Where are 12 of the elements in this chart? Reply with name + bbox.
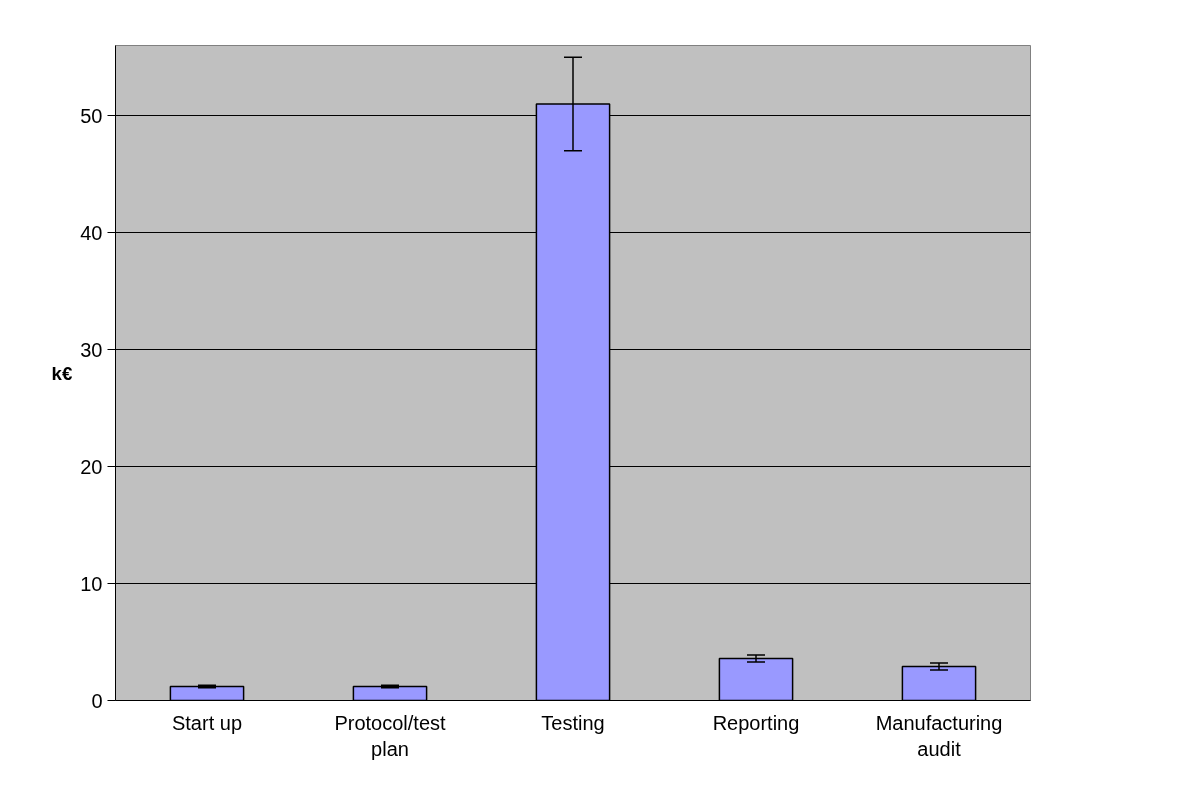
- y-tick-label: 50: [80, 104, 103, 127]
- x-tick-label: Protocol/test plan: [334, 711, 447, 760]
- x-tick-label: Reporting: [712, 711, 800, 734]
- x-tick-label: Testing: [541, 711, 605, 734]
- y-tick-label: 20: [80, 455, 103, 478]
- y-tick-label: 40: [80, 221, 103, 244]
- y-tick-label: 10: [80, 572, 103, 595]
- y-tick-label: 0: [91, 689, 103, 712]
- x-tick-label: Manufacturing audit: [875, 711, 1003, 760]
- y-tick-label: 30: [80, 338, 103, 361]
- x-tick-label: Start up: [171, 711, 243, 734]
- y-axis-title: k€: [51, 362, 73, 384]
